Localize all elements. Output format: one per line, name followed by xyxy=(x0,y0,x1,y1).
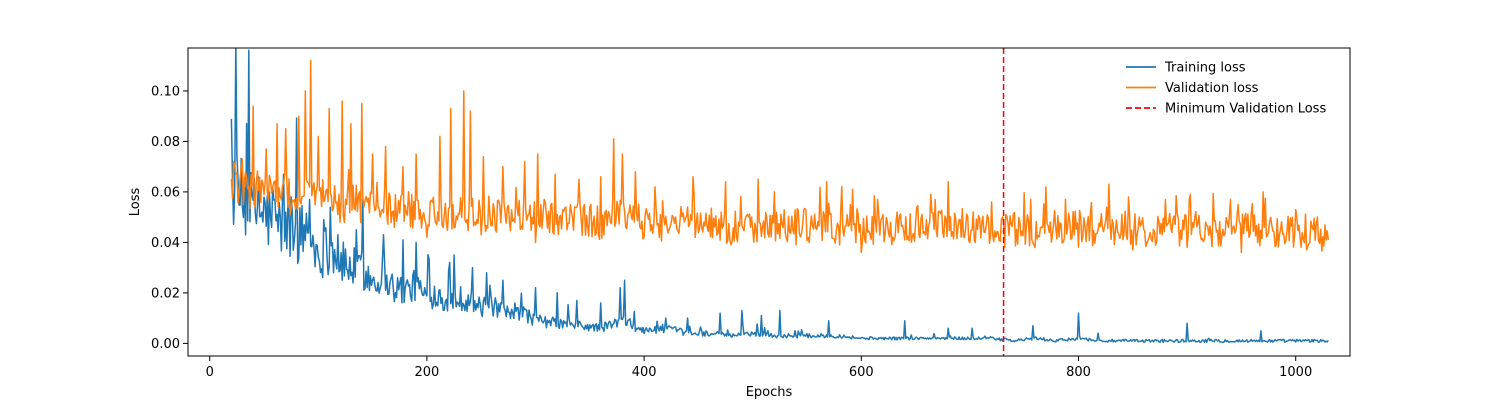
legend-label: Validation loss xyxy=(1165,81,1259,96)
x-tick-label: 400 xyxy=(632,365,657,380)
y-tick-label: 0.06 xyxy=(151,185,180,200)
series-line-validation-loss xyxy=(230,59,1330,254)
x-tick-label: 600 xyxy=(849,365,874,380)
y-tick-label: 0.02 xyxy=(151,286,180,301)
x-tick-label: 1000 xyxy=(1279,365,1312,380)
x-axis-label: Epochs xyxy=(746,385,793,400)
x-axis: 0 200 400 600 800 1000 xyxy=(206,356,1312,380)
series-line-training-loss xyxy=(230,48,1329,344)
y-tick-label: 0.04 xyxy=(151,236,180,251)
legend: Training loss Validation loss Minimum Vali… xyxy=(1126,61,1326,117)
x-tick-label: 200 xyxy=(415,365,440,380)
y-axis: 0.00 0.02 0.04 0.06 0.08 0.10 xyxy=(151,84,188,352)
y-axis-label: Loss xyxy=(128,188,143,217)
y-tick-label: 0.10 xyxy=(151,84,180,99)
x-tick-label: 800 xyxy=(1066,365,1091,380)
legend-label: Training loss xyxy=(1164,61,1246,76)
legend-label: Minimum Validation Loss xyxy=(1165,102,1326,117)
y-tick-label: 0.08 xyxy=(151,135,180,150)
plot-frame xyxy=(187,47,1351,357)
x-tick-label: 0 xyxy=(206,365,214,380)
y-tick-label: 0.00 xyxy=(151,337,180,352)
